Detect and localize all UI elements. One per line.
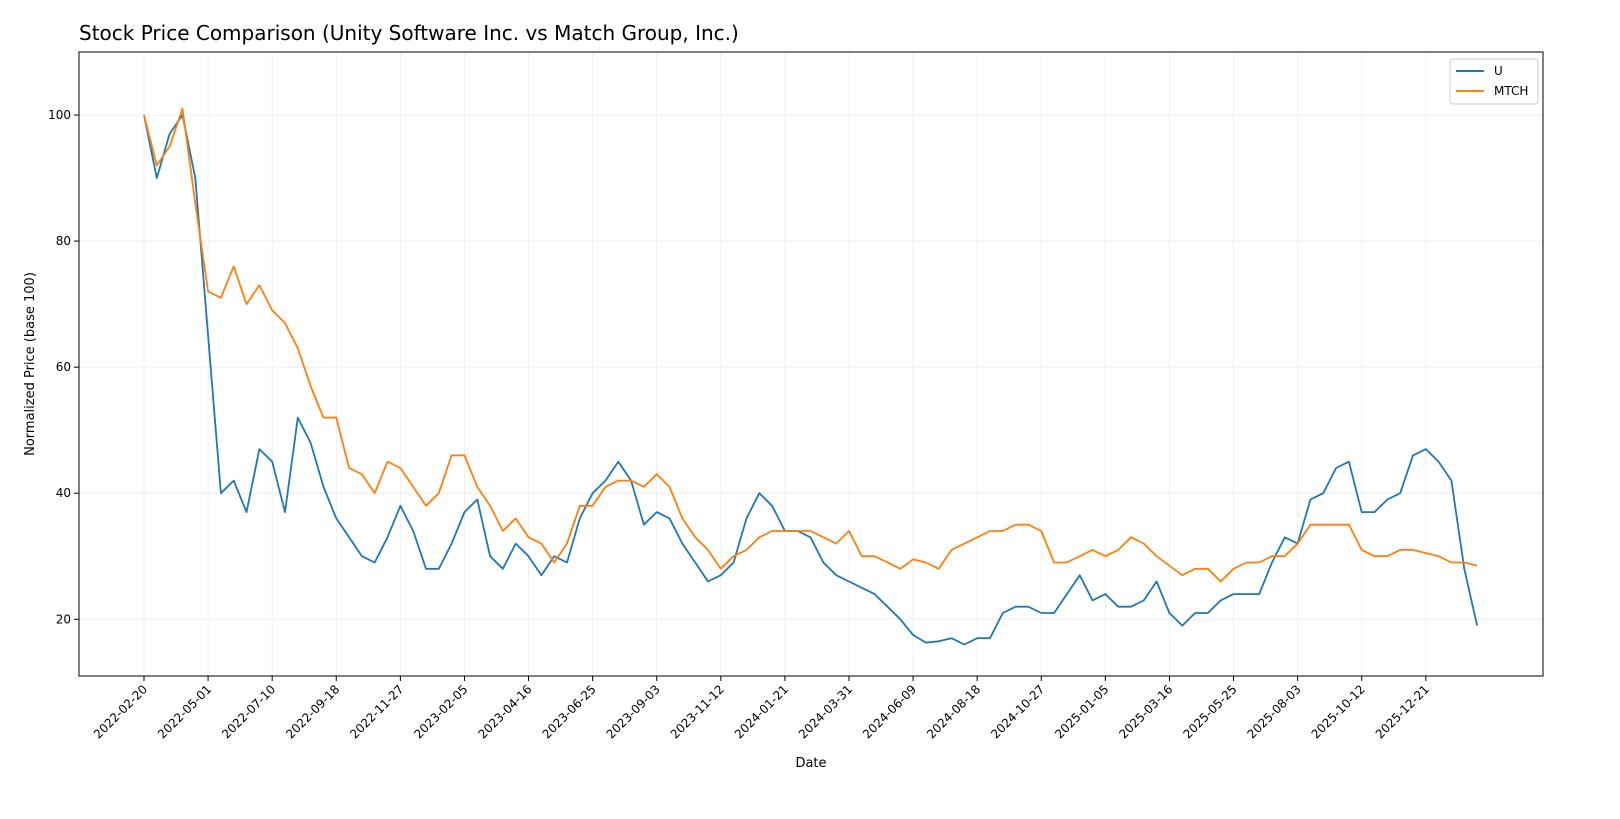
legend-label-u: U — [1494, 64, 1503, 78]
series-line-u — [143, 114, 1478, 646]
x-tick-label: 2023-09-03 — [604, 682, 663, 741]
x-tick-label: 2022-07-10 — [219, 682, 278, 741]
x-tick-label: 2023-02-05 — [411, 682, 470, 741]
x-tick-label: 2023-06-25 — [540, 682, 599, 741]
legend-label-mtch: MTCH — [1494, 84, 1528, 98]
x-tick-label: 2024-06-09 — [860, 682, 919, 741]
x-tick-label: 2023-11-12 — [668, 682, 727, 741]
y-tick-label: 80 — [56, 234, 71, 248]
x-axis: 2022-02-20 2022-05-01 2022-07-10 2022-09-18… — [91, 676, 1432, 741]
y-tick-label: 20 — [56, 612, 71, 626]
plot-frame — [78, 51, 1544, 677]
grid — [79, 52, 1543, 676]
y-tick-label: 60 — [56, 360, 71, 374]
x-tick-label: 2022-05-01 — [155, 682, 214, 741]
y-tick-label: 40 — [56, 486, 71, 500]
x-tick-label: 2022-11-27 — [347, 682, 406, 741]
x-tick-label: 2023-04-16 — [475, 682, 534, 741]
x-tick-label: 2025-12-21 — [1373, 682, 1432, 741]
x-tick-label: 2025-03-16 — [1116, 682, 1175, 741]
x-tick-label: 2024-10-27 — [988, 682, 1047, 741]
x-tick-label: 2024-03-31 — [796, 682, 855, 741]
y-axis-label: Normalized Price (base 100) — [23, 272, 38, 456]
x-tick-label: 2024-01-21 — [732, 682, 791, 741]
x-tick-label: 2025-05-25 — [1180, 682, 1239, 741]
x-tick-label: 2025-01-05 — [1052, 682, 1111, 741]
x-tick-label: 2025-08-03 — [1245, 682, 1304, 741]
y-tick-label: 100 — [48, 108, 71, 122]
x-tick-label: 2022-02-20 — [91, 682, 150, 741]
x-tick-label: 2024-08-18 — [924, 682, 983, 741]
x-tick-label: 2025-10-12 — [1309, 682, 1368, 741]
x-tick-label: 2022-09-18 — [283, 682, 342, 741]
legend: U MTCH — [1449, 58, 1539, 105]
series-line-mtch — [143, 107, 1478, 583]
series-lines — [143, 107, 1478, 646]
y-axis: 20 40 60 80 100 — [48, 108, 79, 626]
x-axis-label: Date — [795, 756, 826, 771]
chart-title: Stock Price Comparison (Unity Software I… — [79, 21, 739, 45]
